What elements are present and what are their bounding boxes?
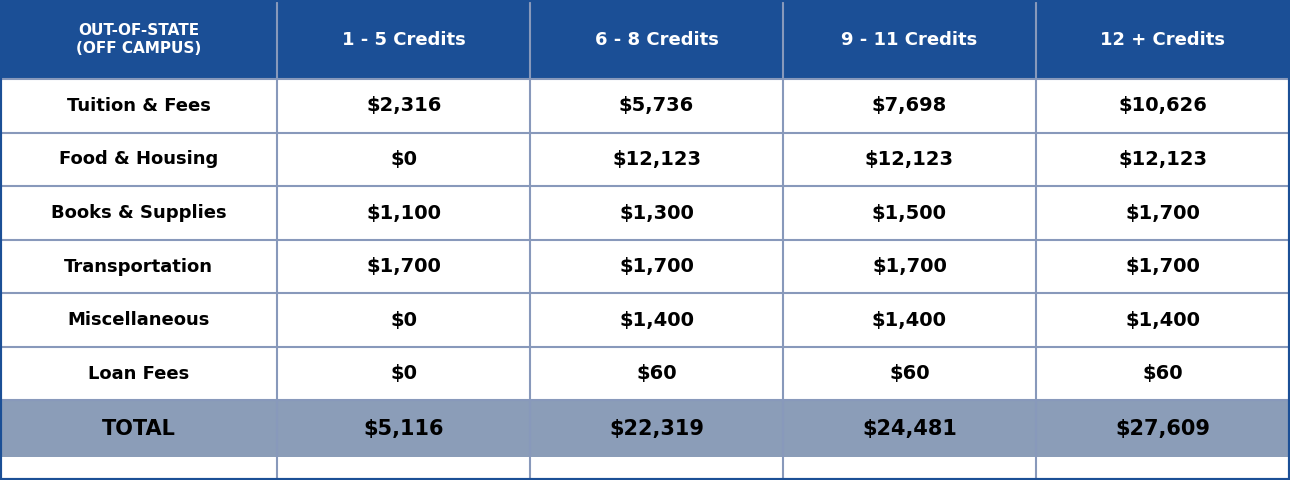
Text: $10,626: $10,626 — [1118, 96, 1207, 116]
Text: 12 + Credits: 12 + Credits — [1100, 31, 1225, 48]
Bar — [0, 0, 277, 79]
Text: $1,400: $1,400 — [1125, 311, 1201, 330]
Text: $1,700: $1,700 — [872, 257, 947, 276]
Text: $0: $0 — [391, 311, 417, 330]
Text: $22,319: $22,319 — [609, 419, 704, 439]
Bar — [530, 133, 783, 186]
Text: $5,116: $5,116 — [364, 419, 444, 439]
Bar — [1036, 0, 1290, 79]
Bar — [1036, 133, 1290, 186]
Bar — [783, 293, 1036, 347]
Text: $60: $60 — [636, 364, 677, 383]
Bar — [1036, 79, 1290, 133]
Text: $5,736: $5,736 — [619, 96, 694, 116]
Bar — [277, 400, 530, 457]
Text: Tuition & Fees: Tuition & Fees — [67, 97, 210, 115]
Bar — [277, 240, 530, 293]
Bar — [1036, 240, 1290, 293]
Bar — [277, 79, 530, 133]
Text: $60: $60 — [889, 364, 930, 383]
Text: $1,700: $1,700 — [619, 257, 694, 276]
Text: $1,100: $1,100 — [366, 204, 441, 223]
Text: 1 - 5 Credits: 1 - 5 Credits — [342, 31, 466, 48]
Bar — [0, 400, 277, 457]
Bar — [530, 293, 783, 347]
Text: $1,300: $1,300 — [619, 204, 694, 223]
Text: Loan Fees: Loan Fees — [88, 365, 190, 383]
Bar — [0, 240, 277, 293]
Bar — [530, 400, 783, 457]
Text: $1,400: $1,400 — [872, 311, 947, 330]
Text: Miscellaneous: Miscellaneous — [67, 311, 210, 329]
Bar — [530, 0, 783, 79]
Bar — [0, 347, 277, 400]
Bar — [0, 186, 277, 240]
Text: Transportation: Transportation — [64, 258, 213, 276]
Text: $1,400: $1,400 — [619, 311, 694, 330]
Bar — [783, 0, 1036, 79]
Bar — [783, 240, 1036, 293]
Text: $1,700: $1,700 — [1125, 204, 1201, 223]
Bar — [530, 79, 783, 133]
Text: $12,123: $12,123 — [866, 150, 953, 169]
Text: $1,700: $1,700 — [366, 257, 441, 276]
Bar — [0, 293, 277, 347]
Bar — [1036, 293, 1290, 347]
Bar — [1036, 186, 1290, 240]
Bar — [277, 133, 530, 186]
Text: OUT-OF-STATE
(OFF CAMPUS): OUT-OF-STATE (OFF CAMPUS) — [76, 24, 201, 56]
Bar — [783, 347, 1036, 400]
Bar — [0, 133, 277, 186]
Text: $12,123: $12,123 — [1118, 150, 1207, 169]
Text: $2,316: $2,316 — [366, 96, 441, 116]
Bar — [0, 79, 277, 133]
Bar — [783, 79, 1036, 133]
Bar — [783, 186, 1036, 240]
Text: $1,500: $1,500 — [872, 204, 947, 223]
Bar — [1036, 400, 1290, 457]
Text: Food & Housing: Food & Housing — [59, 151, 218, 168]
Text: $1,700: $1,700 — [1125, 257, 1201, 276]
Bar — [277, 0, 530, 79]
Bar — [530, 347, 783, 400]
Text: TOTAL: TOTAL — [102, 419, 175, 439]
Text: 9 - 11 Credits: 9 - 11 Credits — [841, 31, 978, 48]
Bar — [530, 186, 783, 240]
Text: $12,123: $12,123 — [613, 150, 700, 169]
Bar — [783, 133, 1036, 186]
Text: $7,698: $7,698 — [872, 96, 947, 116]
Bar — [277, 293, 530, 347]
Bar — [277, 347, 530, 400]
Text: $27,609: $27,609 — [1116, 419, 1210, 439]
Text: $60: $60 — [1143, 364, 1183, 383]
Text: $0: $0 — [391, 150, 417, 169]
Text: $24,481: $24,481 — [862, 419, 957, 439]
Text: 6 - 8 Credits: 6 - 8 Credits — [595, 31, 719, 48]
Bar — [530, 240, 783, 293]
Bar — [783, 400, 1036, 457]
Bar — [277, 186, 530, 240]
Text: $0: $0 — [391, 364, 417, 383]
Text: Books & Supplies: Books & Supplies — [50, 204, 227, 222]
Bar — [1036, 347, 1290, 400]
